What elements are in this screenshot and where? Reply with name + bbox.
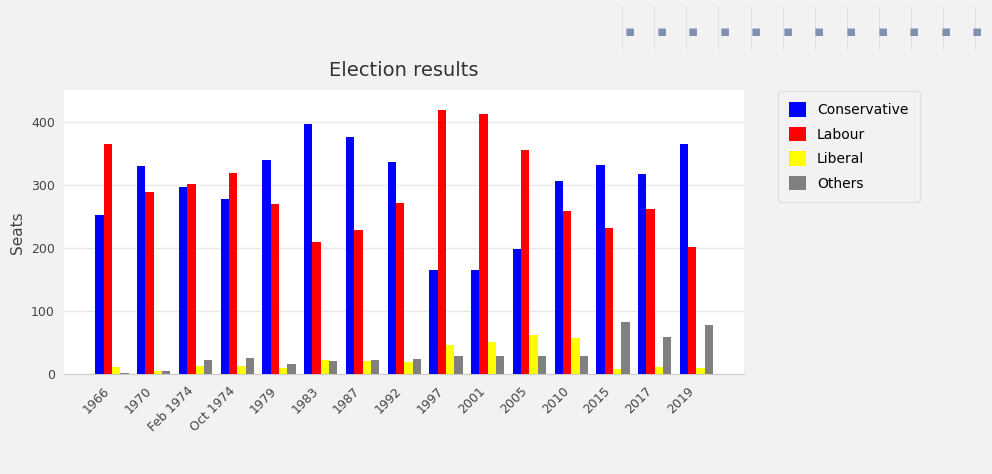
- Text: ▪: ▪: [687, 24, 698, 39]
- Bar: [271, 204, 279, 374]
- Bar: [704, 325, 713, 374]
- Text: ▪: ▪: [940, 24, 950, 39]
- Text: ▪: ▪: [845, 24, 856, 39]
- Bar: [237, 366, 246, 374]
- Bar: [346, 137, 354, 374]
- Bar: [162, 371, 171, 374]
- Bar: [571, 338, 579, 374]
- Bar: [530, 335, 538, 374]
- Bar: [596, 165, 604, 374]
- Text: ▪: ▪: [625, 24, 635, 39]
- Title: Election results: Election results: [329, 61, 479, 80]
- Bar: [555, 181, 562, 374]
- Text: ▪: ▪: [751, 24, 762, 39]
- Bar: [562, 211, 571, 374]
- Bar: [187, 184, 195, 374]
- Bar: [655, 367, 663, 374]
- Text: ▪: ▪: [657, 24, 667, 39]
- Bar: [437, 110, 446, 374]
- Bar: [413, 359, 421, 374]
- Bar: [204, 360, 212, 374]
- Bar: [137, 166, 146, 374]
- Bar: [312, 242, 320, 374]
- Bar: [404, 362, 413, 374]
- Y-axis label: Seats: Seats: [10, 211, 26, 254]
- Bar: [220, 200, 229, 374]
- Bar: [179, 187, 187, 374]
- Bar: [638, 174, 647, 374]
- Bar: [246, 358, 254, 374]
- Bar: [120, 373, 129, 374]
- Bar: [647, 209, 655, 374]
- Bar: [362, 361, 371, 374]
- Bar: [396, 203, 404, 374]
- Bar: [95, 215, 104, 374]
- Bar: [604, 228, 613, 374]
- Bar: [621, 322, 630, 374]
- Bar: [279, 367, 288, 374]
- Bar: [354, 230, 362, 374]
- Bar: [320, 360, 329, 374]
- Bar: [521, 150, 530, 374]
- Bar: [388, 162, 396, 374]
- Legend: Conservative, Labour, Liberal, Others: Conservative, Labour, Liberal, Others: [778, 91, 920, 202]
- Bar: [329, 361, 337, 374]
- Bar: [195, 365, 204, 374]
- Bar: [454, 356, 462, 374]
- Bar: [229, 173, 237, 374]
- Bar: [104, 145, 112, 374]
- Bar: [496, 356, 504, 374]
- Bar: [613, 369, 621, 374]
- Bar: [663, 337, 672, 374]
- Bar: [538, 356, 547, 374]
- Text: ▪: ▪: [719, 24, 730, 39]
- Text: ▪: ▪: [814, 24, 824, 39]
- Bar: [288, 365, 296, 374]
- Bar: [154, 371, 162, 374]
- Bar: [305, 124, 312, 374]
- Bar: [488, 342, 496, 374]
- Text: ▪: ▪: [877, 24, 888, 39]
- Bar: [471, 270, 479, 374]
- Bar: [262, 160, 271, 374]
- Bar: [696, 367, 704, 374]
- Bar: [446, 346, 454, 374]
- Text: ▪: ▪: [972, 24, 982, 39]
- Bar: [579, 356, 588, 374]
- Bar: [371, 360, 379, 374]
- Bar: [146, 192, 154, 374]
- Bar: [430, 270, 437, 374]
- Bar: [688, 247, 696, 374]
- Bar: [680, 144, 688, 374]
- Bar: [513, 249, 521, 374]
- Text: ▪: ▪: [783, 24, 793, 39]
- Bar: [112, 367, 120, 374]
- Bar: [479, 114, 488, 374]
- Text: ▪: ▪: [909, 24, 920, 39]
